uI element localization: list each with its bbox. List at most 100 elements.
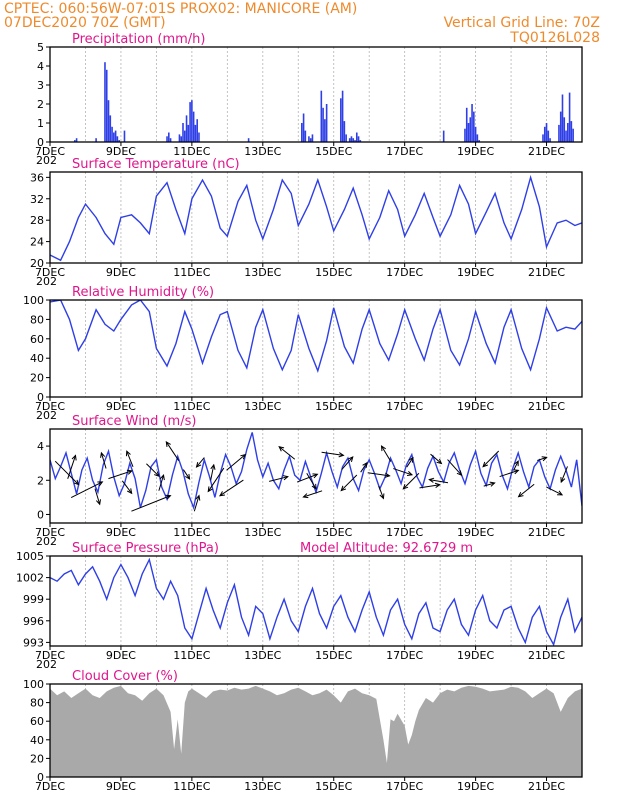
precip-bar	[567, 123, 569, 142]
wind-arrow-shaft	[268, 476, 288, 482]
wind-arrow-shaft	[518, 483, 535, 498]
wind-series-group	[50, 432, 582, 512]
precip-bar	[178, 134, 181, 142]
wind-arrow-head	[71, 454, 77, 461]
precip-ytick-label: 3	[37, 79, 44, 92]
wind-arrow-head	[557, 490, 564, 496]
wind-year-fragment: 202	[36, 535, 57, 548]
wind-arrow-head	[312, 473, 319, 479]
cloud-series-group	[50, 685, 582, 777]
cloud-ytick-label: 60	[30, 715, 44, 728]
wind-arrow-head	[165, 494, 172, 500]
precip-bar	[558, 124, 560, 142]
precip-xtick-label: 11DEC	[173, 145, 210, 158]
wind-arrow-shaft	[367, 472, 390, 477]
precip-bar	[183, 130, 186, 142]
temp-ytick-label: 28	[30, 214, 44, 227]
rh-line	[50, 300, 582, 373]
wind-arrow-head	[195, 461, 202, 468]
precip-panel: 0 1 2 3 4 5 7DEC 9DEC 11DEC 13DEC 15DEC 17DEC 19DEC 2…	[35, 32, 583, 167]
pressure-xtick-label: 17DEC	[386, 649, 423, 662]
precip-bar	[340, 98, 342, 142]
temp-xtick-label: 9DEC	[106, 266, 136, 279]
wind-arrow-head	[195, 494, 201, 501]
temp-title: Surface Temperature (nC)	[72, 157, 240, 172]
wind-arrow-shaft	[100, 452, 107, 469]
wind-arrow-head	[513, 460, 519, 467]
wind-arrow-shaft	[207, 467, 225, 492]
cloud-xtick-label: 15DEC	[315, 780, 352, 793]
wind-arrow-shaft	[226, 454, 246, 471]
rh-series-group	[50, 300, 582, 373]
cloud-area	[50, 685, 582, 777]
precip-bar	[302, 113, 305, 142]
precip-bar	[322, 107, 324, 142]
wind-arrow-head	[434, 482, 441, 488]
rh-xtick-label: 17DEC	[386, 400, 423, 413]
precip-bar	[565, 130, 567, 142]
temp-xtick-label: 19DEC	[457, 266, 494, 279]
wind-arrow-shaft	[94, 488, 101, 505]
precip-bar	[350, 136, 353, 142]
header-grid-note: Vertical Grid Line: 70Z	[444, 15, 600, 31]
pressure-series-group	[50, 557, 582, 646]
precip-bar	[75, 138, 78, 142]
precip-bar	[357, 136, 360, 142]
wind-arrow-head	[210, 463, 216, 470]
temp-frame	[49, 171, 583, 264]
pressure-year-fragment: 202	[36, 658, 57, 671]
precip-bar	[474, 126, 477, 142]
precip-bar	[345, 134, 347, 142]
wind-arrow-shaft	[429, 479, 449, 484]
precip-bar	[355, 132, 358, 142]
precip-bar	[114, 130, 117, 142]
pressure-ytick-label: 1002	[16, 572, 44, 585]
rh-ytick-label: 100	[23, 294, 44, 307]
pressure-frame	[49, 555, 583, 647]
precip-ytick-label: 5	[37, 41, 44, 54]
wind-arrow-shaft	[165, 441, 180, 461]
wind-arrow-shaft	[196, 457, 205, 468]
wind-arrow-shaft	[482, 450, 500, 467]
wind-xtick-label: 19DEC	[457, 526, 494, 539]
pressure-ytick-label: 1005	[16, 550, 44, 563]
precip-series-group	[74, 62, 574, 142]
precip-ytick-label: 0	[37, 136, 44, 149]
wind-arrow-head	[219, 491, 225, 497]
precip-xtick-label: 7DEC	[35, 145, 65, 158]
wind-panel: 0 2 4 7DEC 9DEC 11DEC 13DEC 15DEC 17DEC 19DEC 21DE…	[35, 414, 583, 548]
wind-arrow-shaft	[340, 474, 358, 491]
wind-arrow-shaft	[430, 453, 442, 464]
wind-ytick-label: 4	[37, 440, 44, 453]
rh-xtick-label: 15DEC	[315, 400, 352, 413]
temp-xtick-label: 7DEC	[35, 266, 65, 279]
rh-frame	[49, 299, 583, 398]
wind-arrow-shaft	[341, 456, 354, 470]
wind-arrow-shaft	[378, 485, 384, 499]
precip-bar	[196, 119, 198, 142]
cloud-frame	[49, 683, 583, 778]
temp-xtick-label: 21DEC	[528, 266, 565, 279]
rh-xtick-label: 19DEC	[457, 400, 494, 413]
wind-arrow-shaft	[121, 480, 133, 494]
pressure-line	[50, 557, 582, 646]
wind-arrow-head	[379, 493, 385, 500]
wind-arrow-shaft	[278, 446, 296, 460]
cloud-ytick-label: 100	[23, 678, 44, 691]
temp-ytick-label: 20	[30, 257, 44, 270]
precip-ytick-label: 1	[37, 117, 44, 130]
wind-arrow-shaft	[513, 460, 519, 471]
wind-arrow-shaft	[537, 456, 547, 461]
cloud-ytick-label: 40	[30, 734, 44, 747]
precip-bar	[111, 126, 113, 142]
rh-xtick-label: 11DEC	[173, 400, 210, 413]
precip-bar	[311, 134, 314, 142]
precip-bar	[168, 132, 170, 142]
cloud-ytick-label: 80	[30, 697, 44, 710]
precip-bar	[107, 100, 110, 142]
pressure-title: Surface Pressure (hPa)	[72, 541, 219, 556]
cloud-xtick-label: 13DEC	[244, 780, 281, 793]
precip-bar	[301, 123, 303, 142]
rh-xtick-label: 13DEC	[244, 400, 281, 413]
temp-ytick-label: 36	[30, 171, 44, 184]
